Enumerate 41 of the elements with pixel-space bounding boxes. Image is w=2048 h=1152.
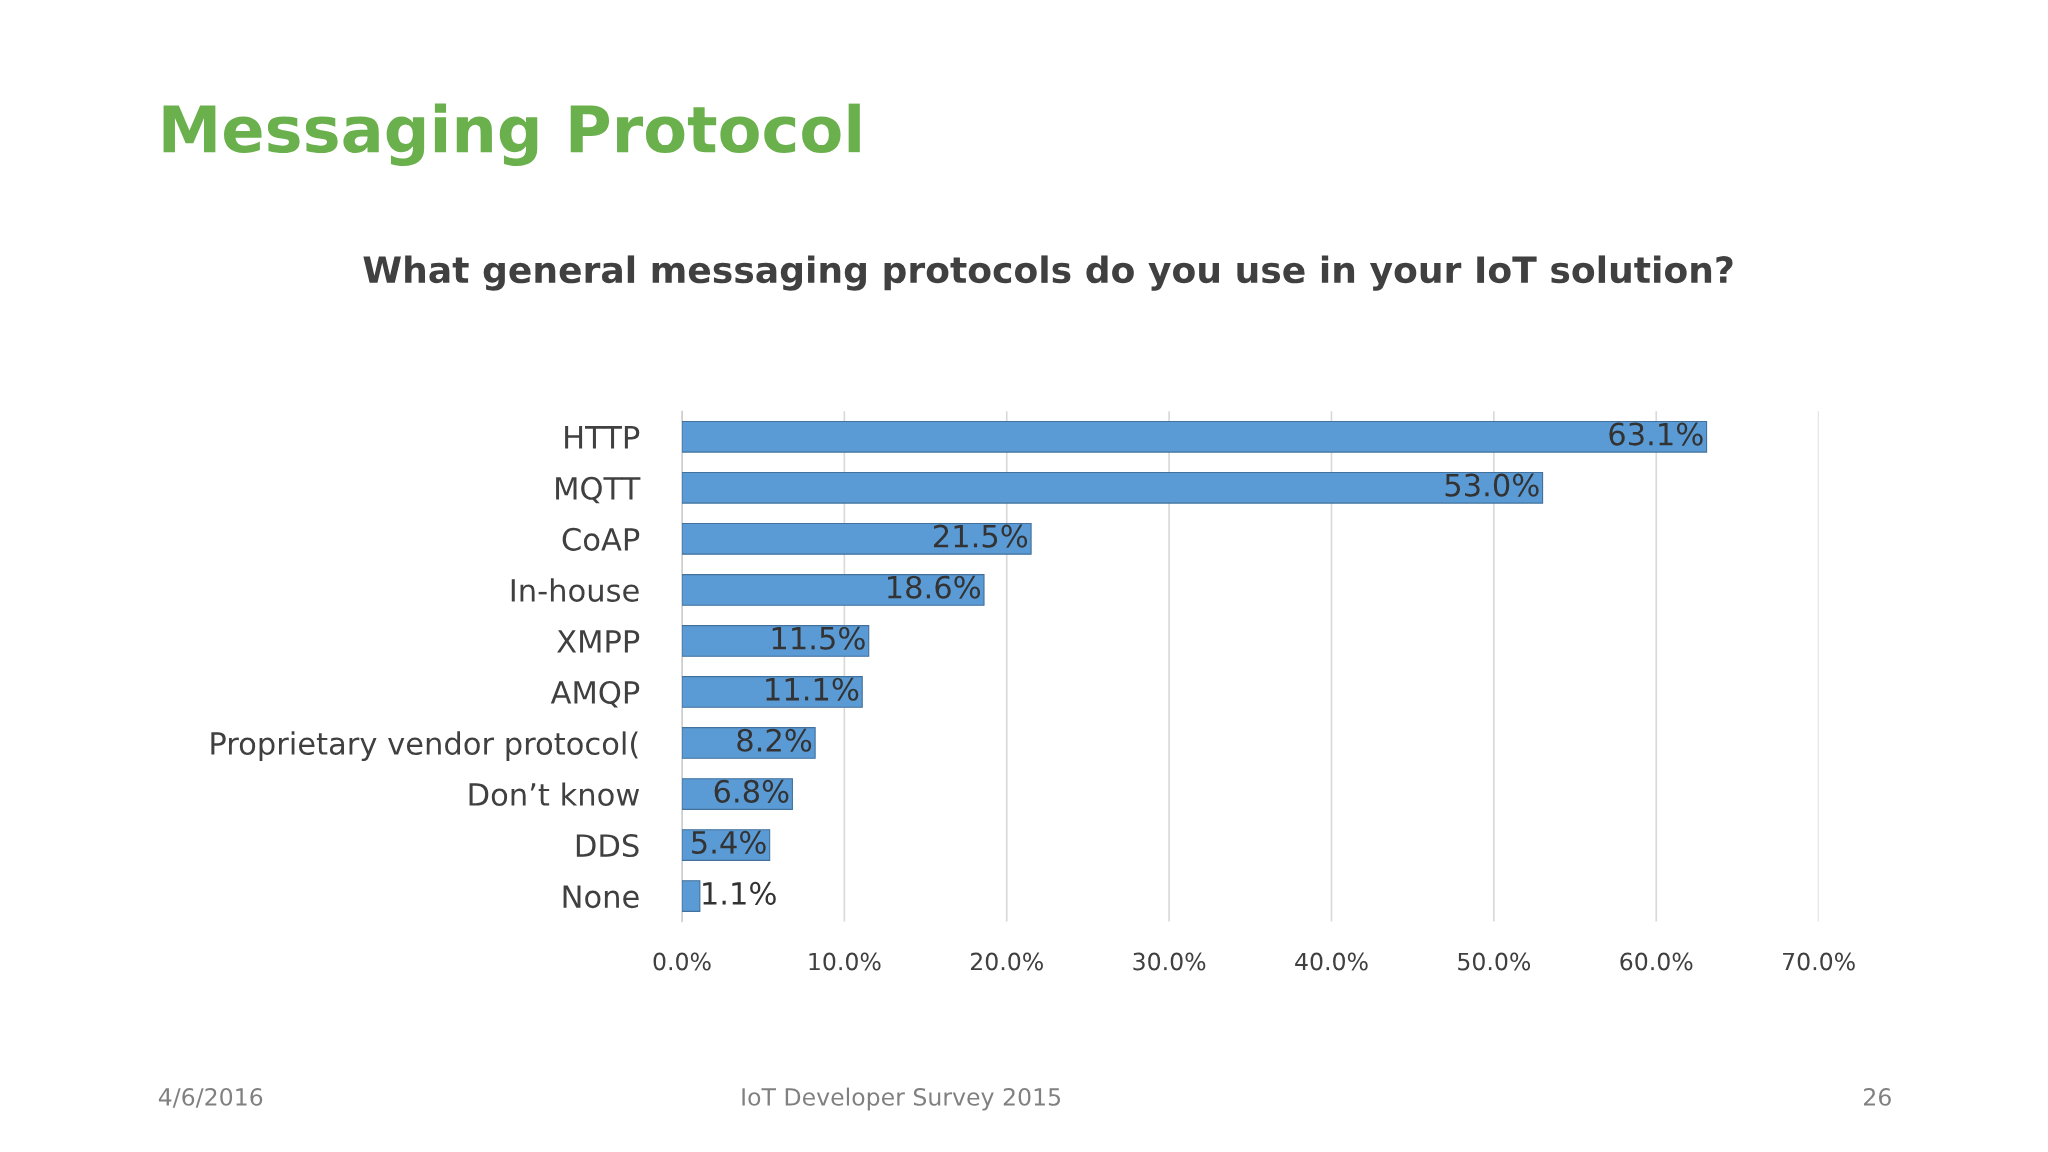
y-tick-label: MQTT (556, 476, 641, 504)
y-tick-label: In-house (511, 578, 639, 602)
x-tick-label: 60.0% (1620, 952, 1693, 971)
y-tick-label: None (563, 885, 639, 909)
y-tick-label: HTTP (565, 426, 640, 449)
x-tick-label: 70.0% (1783, 952, 1855, 971)
bar (681, 625, 870, 657)
text: IoT Developer Survey 2015 (742, 1087, 1061, 1111)
x-tick-label: 50.0% (1458, 952, 1531, 971)
x-tick-label: 20.0% (970, 952, 1043, 971)
bar (681, 420, 1708, 453)
y-tick-label: XMPP (557, 630, 640, 653)
data-label: 11.5% (772, 626, 865, 650)
chart-subtitle: What general messaging protocols do you use in your IoT solution? (363, 255, 1733, 291)
bar (681, 727, 816, 759)
data-label: 6.8% (714, 779, 789, 803)
x-tick-label: 40.0% (1295, 952, 1368, 971)
y-tick-label: CoAP (562, 527, 640, 551)
y-tick-label: Proprietary vendor protocol( (211, 731, 638, 761)
bar (681, 522, 1032, 555)
x-tick-label: 10.0% (809, 952, 881, 971)
data-label: 8.2% (737, 728, 812, 752)
data-label: 21.5% (933, 524, 1028, 548)
y-tick-label: DDS (576, 833, 639, 858)
data-label: 53.0% (1445, 473, 1539, 497)
data-label: 5.4% (692, 830, 766, 854)
bar (681, 574, 985, 606)
text: 26 (1864, 1088, 1891, 1106)
bar (681, 471, 1544, 504)
bar (681, 880, 701, 912)
bar (681, 676, 863, 708)
y-tick-label: Don’t know (469, 782, 640, 807)
data-label: 1.1% (703, 881, 776, 905)
x-tick-label: 30.0% (1133, 952, 1206, 971)
chart-title: Messaging Protocol (163, 103, 860, 166)
x-tick-label: 0.0% (653, 952, 711, 971)
y-tick-label: AMQP (550, 680, 640, 708)
text: 4/6/2016 (158, 1088, 263, 1108)
data-label: 63.1% (1609, 422, 1703, 446)
data-label: 18.6% (888, 575, 981, 599)
data-label: 11.1% (766, 677, 859, 701)
